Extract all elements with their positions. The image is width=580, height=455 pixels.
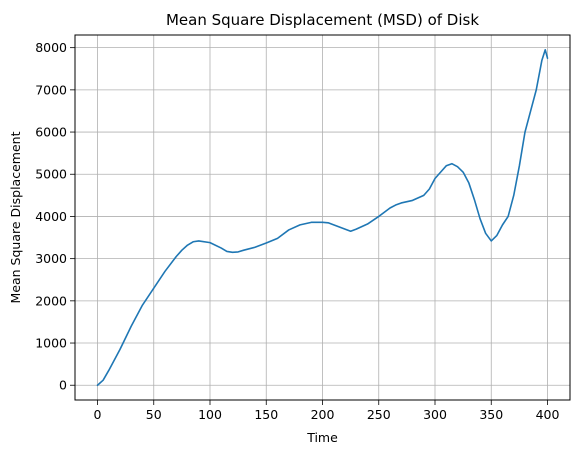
x-tick-label: 50 xyxy=(146,407,162,422)
msd-series-line xyxy=(96,48,549,387)
y-tick-label: 1000 xyxy=(35,336,67,351)
series-layer xyxy=(96,48,549,387)
chart-title: Mean Square Displacement (MSD) of Disk xyxy=(166,11,479,29)
y-tick-label: 4000 xyxy=(35,209,67,224)
grid xyxy=(75,35,570,400)
y-tick-label: 3000 xyxy=(35,251,67,266)
y-tick-label: 5000 xyxy=(35,167,67,182)
y-tick-label: 0 xyxy=(59,378,67,393)
y-axis-ticks: 0 1000 2000 3000 4000 5000 6000 7000 8000 xyxy=(35,40,75,393)
y-tick-label: 7000 xyxy=(35,82,67,97)
x-tick-label: 150 xyxy=(254,407,278,422)
x-tick-label: 100 xyxy=(198,407,222,422)
x-tick-label: 300 xyxy=(423,407,447,422)
x-axis-label: Time xyxy=(306,430,338,445)
x-axis-ticks: 0 50 100 150 200 250 300 350 400 xyxy=(94,400,560,422)
y-tick-label: 6000 xyxy=(35,125,67,140)
y-axis-label: Mean Square Displacement xyxy=(8,131,23,303)
x-tick-label: 250 xyxy=(367,407,391,422)
x-tick-label: 0 xyxy=(94,407,102,422)
x-tick-label: 400 xyxy=(536,407,560,422)
x-tick-label: 200 xyxy=(311,407,335,422)
y-tick-label: 2000 xyxy=(35,293,67,308)
y-tick-label: 8000 xyxy=(35,40,67,55)
x-tick-label: 350 xyxy=(479,407,503,422)
